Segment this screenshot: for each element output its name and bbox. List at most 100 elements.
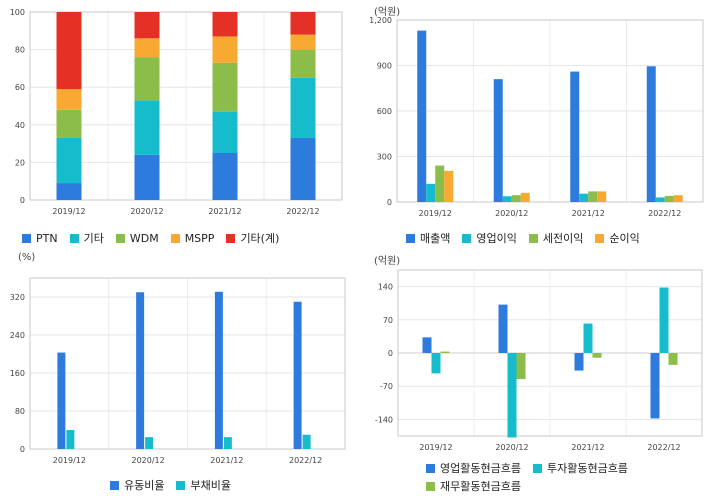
y-tick-label: 100 <box>10 8 25 17</box>
legend-label: 유동비율 <box>124 479 165 492</box>
bar-기타-2022/12 <box>290 77 316 138</box>
bar-재무활동현금흐름-2022/12 <box>668 353 678 365</box>
bar-MSPP-2020/12 <box>134 38 160 58</box>
chart-panel-income: (억원) 0 300 600 900 1,200 2019/12 2020/12 2021/1… <box>360 0 720 248</box>
bar-재무활동현금흐름-2021/12 <box>592 353 602 358</box>
chart-svg-sales-mix: 0 20 40 60 80 100 2019/12 2020/12 2021/12 2022/12 <box>10 8 343 216</box>
bar-재무활동현금흐름-2020/12 <box>516 353 526 380</box>
y-tick-label: 300 <box>377 153 392 162</box>
y-tick-label: 1,200 <box>369 16 392 25</box>
bar-투자활동현금흐름-2022/12 <box>659 287 669 353</box>
legend-item[interactable]: MSPP <box>170 230 214 246</box>
bar-세전이익-2021/12 <box>588 191 598 202</box>
legend-item[interactable]: 투자활동현금흐름 <box>532 460 628 476</box>
plot-frame <box>29 277 346 450</box>
x-tick-label: 2022/12 <box>286 207 319 216</box>
bar-재무활동현금흐름-2019/12 <box>440 351 450 353</box>
legend-label: 영업활동현금흐름 <box>440 462 521 475</box>
bar-영업이익-2019/12 <box>426 183 436 202</box>
legend-swatch <box>22 233 31 243</box>
x-tick-label: 2021/12 <box>210 456 243 465</box>
chart-panel-cashflow: (억원) -140 -70 0 70 140 2019/12 2020/12 2021/12 2… <box>360 248 720 496</box>
bar-기타-2019/12 <box>56 137 82 184</box>
x-tick-label: 2022/12 <box>648 209 681 218</box>
legend-item[interactable]: 순이익 <box>595 230 640 246</box>
legend-label: 매출액 <box>420 232 451 245</box>
x-tick-label: 2022/12 <box>647 443 680 452</box>
legend-item[interactable]: 재무활동현금흐름 <box>426 478 521 494</box>
legend-swatch <box>528 233 538 243</box>
legend-item[interactable]: 영업이익 <box>462 230 517 246</box>
bar-세전이익-2019/12 <box>435 165 445 202</box>
bar-기타(계)-2022/12 <box>290 12 316 35</box>
x-tick-label: 2019/12 <box>53 456 86 465</box>
y-tick-label: 900 <box>377 62 392 71</box>
legend-label: WDM <box>129 231 159 245</box>
y-tick-label: 0 <box>20 196 25 205</box>
legend-item[interactable]: 세전이익 <box>528 230 583 246</box>
bar-매출액-2022/12 <box>646 66 656 202</box>
bar-WDM-2020/12 <box>134 57 160 101</box>
bar-PTN-2020/12 <box>134 154 160 200</box>
x-tick-label: 2020/12 <box>130 207 163 216</box>
bar-MSPP-2022/12 <box>290 34 316 50</box>
legend-label: 순이익 <box>609 232 640 245</box>
x-tick-label: 2021/12 <box>572 209 605 218</box>
bar-영업이익-2022/12 <box>655 197 665 202</box>
legend-item[interactable]: PTN <box>22 230 58 246</box>
bar-투자활동현금흐름-2020/12 <box>507 353 517 438</box>
bar-부채비율-2020/12 <box>145 437 154 449</box>
x-tick-label: 2019/12 <box>419 209 452 218</box>
legend-label: 기타 <box>83 232 104 245</box>
bar-매출액-2019/12 <box>417 30 427 202</box>
legend-label: 영업이익 <box>476 232 517 245</box>
bar-기타(계)-2019/12 <box>56 12 82 90</box>
bar-기타-2020/12 <box>134 100 160 155</box>
legend-item[interactable]: 유동비율 <box>110 477 164 493</box>
unit-label-ratios: (%) <box>18 252 36 263</box>
x-tick-label: 2021/12 <box>208 207 241 216</box>
legend-item[interactable]: 영업활동현금흐름 <box>426 460 521 476</box>
chart-panel-sales-mix: 0 20 40 60 80 100 2019/12 2020/12 2021/12 2022/12… <box>0 0 360 248</box>
bar-PTN-2022/12 <box>290 137 316 200</box>
legend-label: 투자활동현금흐름 <box>546 462 628 475</box>
legend-sales-mix: PTN 기타 WDM MSPP 기타(계) <box>22 230 358 246</box>
y-tick-label: 140 <box>378 283 393 292</box>
y-tick-label: -140 <box>375 415 393 424</box>
bar-영업활동현금흐름-2021/12 <box>574 353 584 371</box>
legend-swatch <box>110 480 119 490</box>
bar-유동비율-2019/12 <box>57 352 66 449</box>
bar-영업이익-2021/12 <box>579 193 589 202</box>
bar-부채비율-2021/12 <box>223 437 232 449</box>
unit-label-income: (억원) <box>374 7 401 18</box>
legend-label: 부채비율 <box>190 479 231 492</box>
y-tick-label: 60 <box>15 83 25 92</box>
bar-MSPP-2019/12 <box>56 89 82 110</box>
bar-투자활동현금흐름-2019/12 <box>431 353 441 374</box>
y-tick-label: 0 <box>387 198 392 207</box>
legend-swatch <box>69 233 79 243</box>
legend-swatch <box>426 481 435 491</box>
bar-세전이익-2022/12 <box>664 195 674 202</box>
legend-item[interactable]: 기타 <box>69 230 104 246</box>
bar-PTN-2021/12 <box>212 153 238 200</box>
y-tick-label: 80 <box>15 46 25 55</box>
legend-item[interactable]: 매출액 <box>406 230 450 246</box>
legend-swatch <box>115 233 125 243</box>
x-tick-label: 2020/12 <box>495 443 528 452</box>
bar-부채비율-2022/12 <box>302 434 311 449</box>
y-tick-label: 80 <box>15 407 25 416</box>
unit-label-cashflow: (억원) <box>374 256 401 267</box>
legend-label: PTN <box>36 231 58 245</box>
legend-item[interactable]: 부채비율 <box>176 477 231 493</box>
legend-item[interactable]: 기타(계) <box>226 230 279 246</box>
y-tick-label: 240 <box>10 331 25 340</box>
x-tick-label: 2019/12 <box>419 443 452 452</box>
legend-ratios: 유동비율 부채비율 <box>110 477 350 493</box>
bar-PTN-2019/12 <box>56 183 82 200</box>
legend-item[interactable]: WDM <box>115 230 159 246</box>
bar-순이익-2022/12 <box>673 195 683 202</box>
bar-유동비율-2022/12 <box>293 301 302 449</box>
y-tick-label: 40 <box>15 121 25 130</box>
bar-부채비율-2019/12 <box>66 430 75 449</box>
